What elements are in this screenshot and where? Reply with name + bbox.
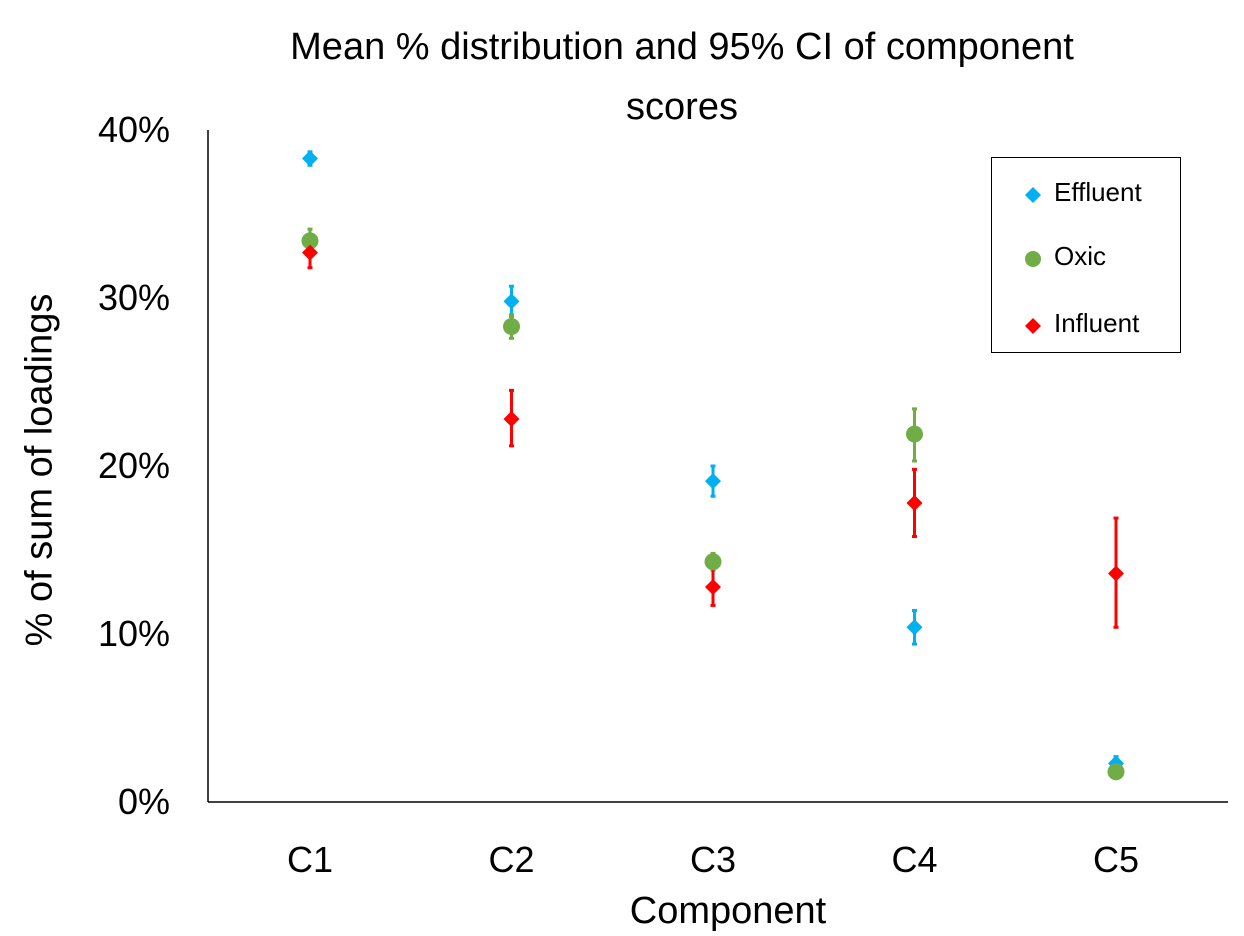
legend-marker-oxic (1022, 246, 1044, 268)
point-oxic (301, 232, 319, 250)
x-tick-label: C2 (488, 839, 534, 880)
x-tick-label: C4 (891, 839, 937, 880)
point-effluent (705, 473, 721, 490)
y-tick-label: 20% (98, 445, 170, 486)
legend: Effluent Oxic Influent (991, 157, 1181, 353)
chart-title-line-1: Mean % distribution and 95% CI of compon… (290, 26, 1074, 68)
point-oxic (503, 318, 520, 336)
legend-marker-influent (1022, 313, 1044, 335)
x-tick-label: C1 (287, 839, 333, 880)
point-influent (1108, 565, 1124, 582)
data-markers (301, 150, 1125, 781)
y-tick-label: 30% (98, 277, 170, 318)
chart-title-line-2: scores (626, 86, 738, 128)
point-effluent (302, 150, 318, 167)
point-effluent (503, 293, 520, 310)
legend-item-effluent: Effluent (1022, 177, 1142, 208)
point-influent (705, 578, 721, 595)
point-oxic (906, 425, 923, 443)
axes: 0% 10% 20% 30% 40% C1 C2 C3 C4 C5 (98, 109, 1228, 880)
y-tick-label: 40% (98, 109, 170, 150)
legend-item-influent: Influent (1022, 308, 1139, 339)
x-tick-label: C5 (1093, 839, 1139, 880)
point-effluent (906, 619, 923, 636)
legend-item-oxic: Oxic (1022, 241, 1106, 272)
point-influent (503, 410, 520, 427)
legend-label-influent: Influent (1054, 308, 1140, 338)
y-axis-label: % of sum of loadings (18, 293, 61, 647)
legend-marker-effluent (1022, 182, 1044, 204)
x-axis-label: Component (629, 890, 827, 932)
x-tick-label: C3 (690, 839, 736, 880)
y-tick-label: 10% (98, 613, 170, 654)
legend-label-effluent: Effluent (1054, 177, 1142, 207)
y-tick-label: 0% (118, 781, 170, 822)
point-oxic (704, 553, 722, 571)
legend-label-oxic: Oxic (1054, 241, 1106, 271)
y-axis-label-wrap: % of sum of loadings (10, 140, 70, 800)
point-influent (906, 494, 923, 511)
point-oxic (1107, 763, 1125, 781)
point-influent (302, 244, 318, 261)
